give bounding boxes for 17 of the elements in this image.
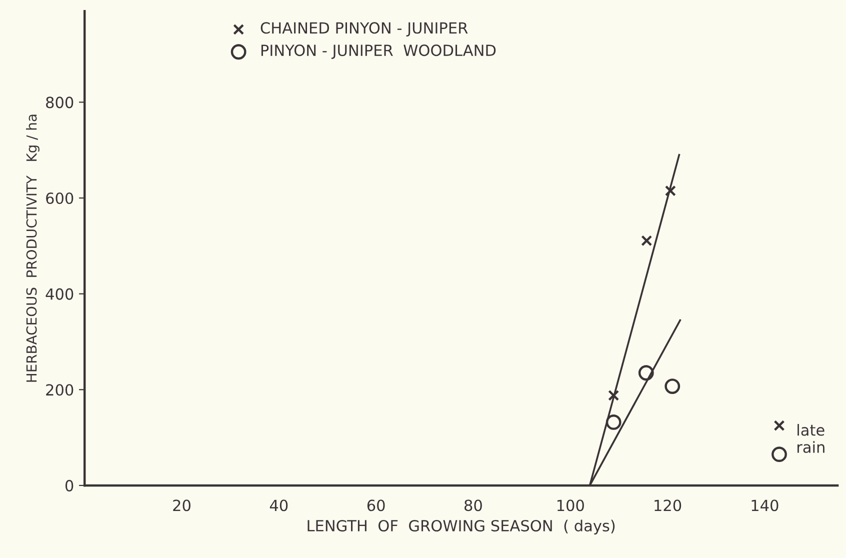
legend-label: CHAINED PINYON - JUNIPER <box>260 22 468 37</box>
x-tick-label: 100 <box>557 500 584 512</box>
annotation: late rain <box>798 424 824 453</box>
x-tick-label: 120 <box>654 500 682 512</box>
legend-label: PINYON - JUNIPER WOODLAND <box>261 44 496 59</box>
x-axis-title: LENGTH OF GROWING SEASON ( days) <box>308 520 615 534</box>
y-axis-title: HERBACEOUS PRODUCTIVITY Kg / ha <box>26 114 40 382</box>
y-tick-label: 400 <box>46 288 74 300</box>
y-tick-label: 600 <box>46 192 74 204</box>
x-tick-label: 80 <box>464 500 482 512</box>
x-tick-label: 140 <box>752 500 778 512</box>
y-tick-label: 800 <box>46 96 74 108</box>
x-tick-label: 20 <box>173 500 190 512</box>
x-tick-label: 40 <box>270 500 288 512</box>
y-tick-label: 200 <box>46 384 74 396</box>
y-tick-label: 0 <box>65 480 74 492</box>
x-tick-label: 60 <box>367 500 385 512</box>
